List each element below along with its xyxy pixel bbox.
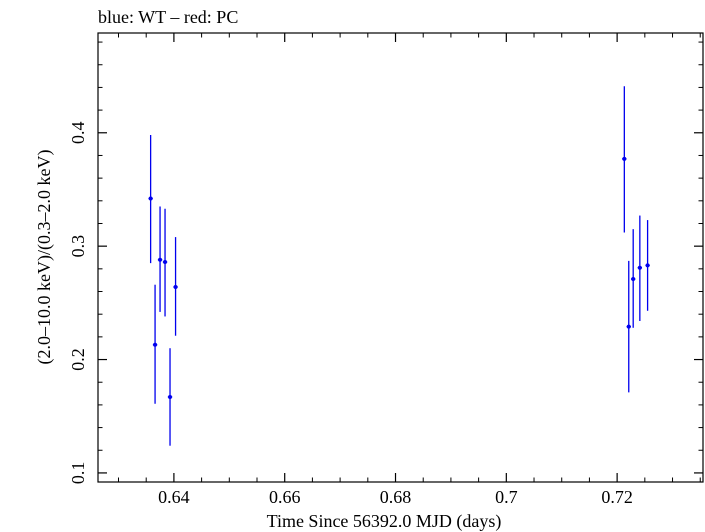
data-point bbox=[152, 284, 158, 404]
y-axis-ticks bbox=[98, 41, 703, 474]
x-axis-title: Time Since 56392.0 MJD (days) bbox=[267, 511, 502, 532]
x-tick-label: 0.66 bbox=[269, 487, 301, 507]
data-point bbox=[637, 215, 643, 321]
y-axis-tick-labels: 0.1 0.2 0.3 0.4 bbox=[68, 122, 88, 485]
data-point bbox=[162, 208, 168, 317]
x-tick-label: 0.68 bbox=[380, 487, 412, 507]
x-tick-label: 0.72 bbox=[601, 487, 633, 507]
x-axis-tick-labels: 0.64 0.66 0.68 0.7 0.72 bbox=[158, 487, 633, 507]
y-tick-label: 0.1 bbox=[68, 462, 88, 485]
point-marker bbox=[158, 257, 163, 262]
x-tick-label: 0.64 bbox=[158, 487, 190, 507]
y-tick-label: 0.3 bbox=[68, 235, 88, 258]
point-marker bbox=[645, 263, 650, 268]
point-marker bbox=[148, 196, 153, 201]
data-point bbox=[148, 135, 153, 264]
y-axis-title: (2.0–10.0 keV)/(0.3–2.0 keV) bbox=[34, 150, 55, 365]
point-marker bbox=[622, 156, 627, 161]
y-tick-label: 0.4 bbox=[68, 122, 88, 145]
data-point bbox=[157, 206, 163, 312]
y-tick-label: 0.2 bbox=[68, 348, 88, 371]
data-point bbox=[622, 86, 627, 233]
data-point bbox=[167, 348, 173, 446]
point-marker bbox=[637, 265, 642, 270]
data-series-wt bbox=[148, 86, 650, 446]
data-point bbox=[630, 229, 636, 328]
data-point bbox=[173, 237, 178, 336]
x-tick-label: 0.7 bbox=[495, 487, 518, 507]
point-marker bbox=[173, 284, 178, 289]
x-axis-ticks bbox=[117, 33, 701, 482]
point-marker bbox=[153, 342, 158, 347]
data-point bbox=[645, 220, 650, 311]
point-marker bbox=[631, 277, 636, 282]
point-marker bbox=[163, 260, 168, 265]
point-marker bbox=[626, 324, 631, 329]
plot-frame bbox=[97, 32, 704, 483]
data-point bbox=[626, 260, 631, 393]
chart-title: blue: WT – red: PC bbox=[98, 7, 238, 27]
point-marker bbox=[168, 394, 173, 399]
